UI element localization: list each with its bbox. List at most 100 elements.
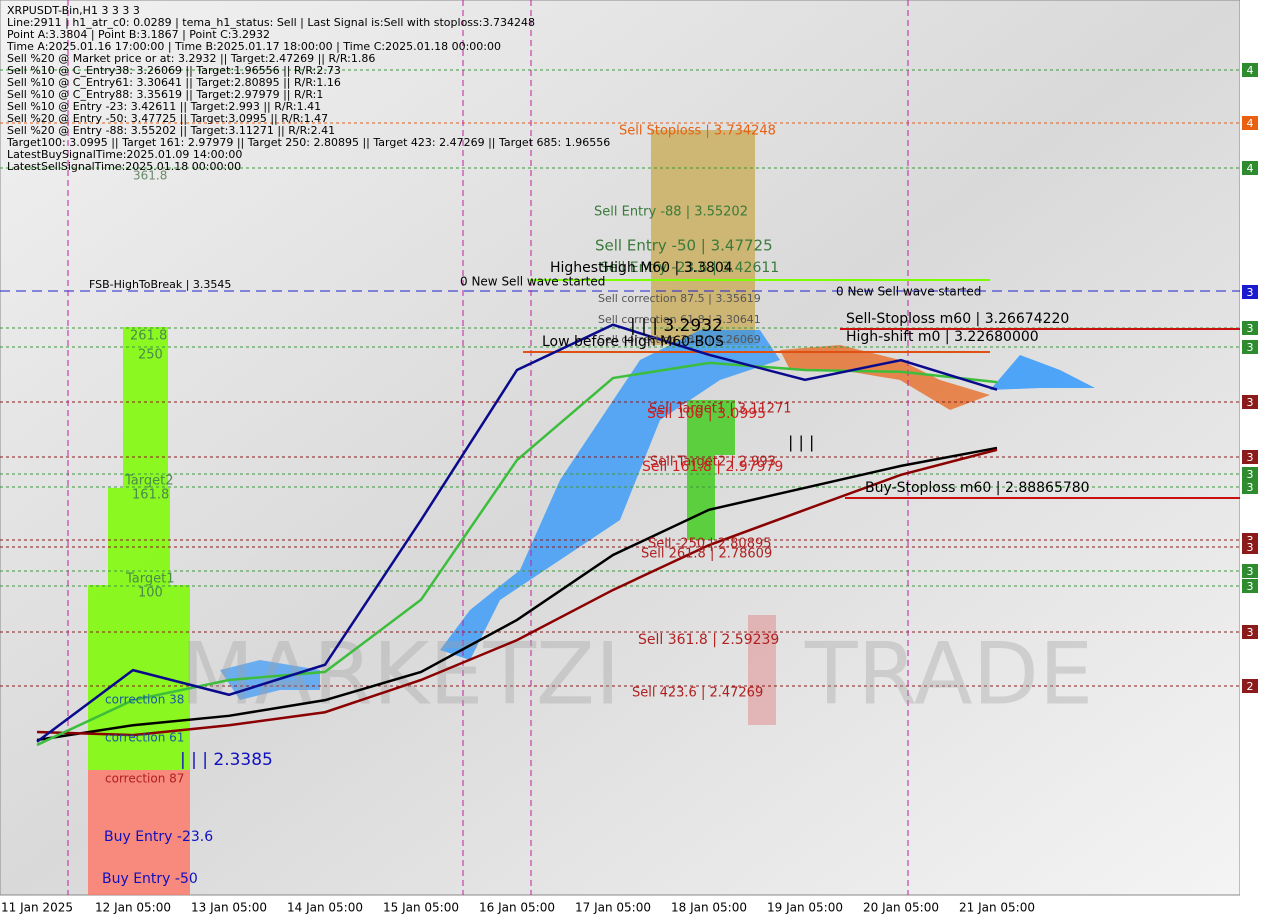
- badge: 3: [1247, 541, 1254, 554]
- badge: 4: [1247, 64, 1254, 77]
- annotation: Sell 261.8 | 2.78609: [641, 547, 772, 562]
- cloud: [780, 345, 990, 410]
- overlay: MARKETZI TRADE 11 Jan 2025 12 Jan 05:00 13 J…: [1, 4, 1258, 915]
- entry-zone: [88, 770, 190, 895]
- info-line: Line:2911 | h1_atr_c0: 0.0289 | tema_h1_…: [7, 16, 535, 29]
- annotation: correction 38: [105, 693, 184, 707]
- annotation: High-shift m0 | 3.22680000: [846, 329, 1039, 345]
- badge: 3: [1247, 481, 1254, 494]
- badge: 3: [1247, 286, 1254, 299]
- annotation: correction 87: [105, 772, 184, 786]
- annotation: Sell correction 38.2 | 3.26069: [598, 333, 761, 346]
- annotation: Target1: [125, 572, 175, 587]
- annotation: 0 New Sell wave started: [836, 285, 981, 299]
- info-line: Target100: 3.0995 || Target 161: 2.97979…: [6, 136, 610, 149]
- annotation: HighestHigh M60 | 3.3804: [550, 260, 733, 276]
- x-tick-label: 16 Jan 05:00: [479, 901, 555, 915]
- info-line: LatestSellSignalTime:2025.01.18 00:00:00: [7, 160, 241, 173]
- annotation: Sell Stoploss | 3.734248: [619, 124, 776, 139]
- target-zone: [108, 488, 170, 585]
- badge: 3: [1247, 580, 1254, 593]
- annotation: 261.8: [130, 329, 167, 344]
- badge-box: [1242, 625, 1258, 639]
- badge-box: [1242, 395, 1258, 409]
- info-line: Sell %10 @ Entry -23: 3.42611 || Target:…: [7, 100, 321, 113]
- info-line: Time A:2025.01.16 17:00:00 | Time B:2025…: [6, 40, 501, 53]
- badge-box: [1242, 285, 1258, 299]
- x-tick-label: 14 Jan 05:00: [287, 901, 363, 915]
- target-zone: [88, 585, 190, 770]
- badge-box: [1242, 679, 1258, 693]
- annotation: Buy-Stoploss m60 | 2.88865780: [865, 480, 1090, 496]
- stoploss-zone: [651, 130, 755, 345]
- watermark: MARKETZI: [180, 624, 620, 724]
- moving-average: [36, 446, 998, 742]
- x-tick-label: 13 Jan 05:00: [191, 901, 267, 915]
- moving-average: [36, 448, 998, 737]
- annotation: 361.8: [133, 169, 167, 183]
- badge: 3: [1247, 322, 1254, 335]
- annotation: correction 61: [105, 731, 184, 745]
- target-zone: [123, 327, 168, 488]
- annotation: | | |: [788, 433, 814, 452]
- annotation: 100: [138, 586, 163, 601]
- badge: 3: [1247, 451, 1254, 464]
- badge: 4: [1247, 117, 1254, 130]
- badge-box: [1242, 564, 1258, 578]
- annotation: Sell Entry -50 | 3.47725: [595, 237, 773, 255]
- annotation: 161.8: [132, 488, 169, 503]
- x-tick-label: 15 Jan 05:00: [383, 901, 459, 915]
- badge: 3: [1247, 626, 1254, 639]
- badge: 3: [1247, 396, 1254, 409]
- x-tick-label: 17 Jan 05:00: [575, 901, 651, 915]
- badge-box: [1242, 579, 1258, 593]
- annotation: Sell 423.6 | 2.47269: [632, 686, 763, 701]
- annotation: Sell-Stoploss m60 | 3.26674220: [846, 311, 1069, 327]
- x-tick-label: 18 Jan 05:00: [671, 901, 747, 915]
- annotation: Sell Entry -23.6 | 3.42611: [600, 260, 779, 276]
- annotation: Target2: [124, 474, 174, 489]
- badge-box: [1242, 450, 1258, 464]
- watermark-bar: [748, 615, 776, 725]
- info-line: XRPUSDT-Bin,H1 3 3 3 3: [7, 4, 140, 17]
- badge-box: [1242, 116, 1258, 130]
- annotation: Low before High M60-BOS: [542, 334, 724, 350]
- annotation: Sell 361.8 | 2.59239: [638, 632, 779, 648]
- badge: 2: [1247, 680, 1254, 693]
- info-line: Sell %20 @ Entry -88: 3.55202 || Target:…: [7, 124, 335, 137]
- badge-box: [1242, 340, 1258, 354]
- annotation: Buy Entry -50: [102, 871, 198, 887]
- badge: 3: [1247, 341, 1254, 354]
- annotation: | | | 2.3385: [180, 750, 273, 770]
- badge-box: [1242, 321, 1258, 335]
- x-tick-label: 19 Jan 05:00: [767, 901, 843, 915]
- watermark: TRADE: [804, 624, 1093, 724]
- annotation: 0 New Sell wave started: [460, 275, 605, 289]
- annotation: Sell 100 | 3.0995: [647, 406, 766, 422]
- annotation: 250: [138, 348, 163, 363]
- target-zone: [715, 400, 735, 455]
- badge-box: [1242, 161, 1258, 175]
- moving-average: [36, 323, 998, 743]
- x-tick-label: 11 Jan 2025: [1, 901, 73, 915]
- annotation: Buy Entry -23.6: [104, 829, 213, 845]
- annotation: Sell correction 87.5 | 3.35619: [598, 292, 761, 305]
- annotation: FSB-HighToBreak | 3.3545: [89, 278, 231, 291]
- annotation: Sell Target2 | 2.993: [650, 455, 776, 470]
- cloud: [440, 330, 780, 660]
- info-line: LatestBuySignalTime:2025.01.09 14:00:00: [7, 148, 242, 161]
- annotation: Sell Target1 | 3.11271: [649, 402, 792, 417]
- annotation: Sell -250 | 2.80895: [648, 537, 772, 552]
- badge-box: [1242, 63, 1258, 77]
- badge: 4: [1247, 162, 1254, 175]
- info-line: Sell %10 @ C_Entry88: 3.35619 || Target:…: [7, 88, 323, 101]
- x-tick-label: 12 Jan 05:00: [95, 901, 171, 915]
- x-tick-label: 20 Jan 05:00: [863, 901, 939, 915]
- badge-box: [1242, 467, 1258, 481]
- badge-box: [1242, 540, 1258, 554]
- badge: 3: [1247, 565, 1254, 578]
- badge: 3: [1247, 468, 1254, 481]
- info-line: Sell %10 @ C_Entry38: 3.26069 || Target:…: [7, 64, 341, 77]
